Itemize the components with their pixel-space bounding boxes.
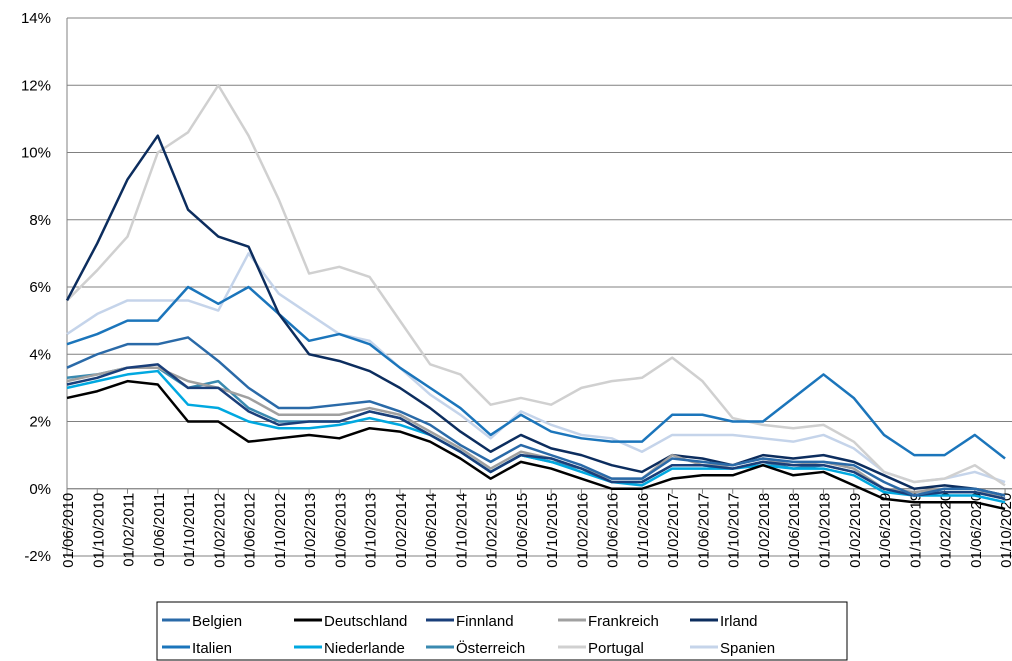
legend-label: Österreich bbox=[456, 639, 525, 657]
x-tick-label: 01/10/2011 bbox=[181, 493, 198, 567]
legend-label: Niederlande bbox=[324, 640, 405, 657]
x-tick-label: 01/10/2013 bbox=[363, 493, 380, 568]
x-tick-label: 01/02/2015 bbox=[484, 493, 501, 568]
x-tick-label: 01/10/2012 bbox=[272, 493, 289, 568]
x-tick-label: 01/02/2020 bbox=[938, 493, 955, 568]
x-tick-label: 01/10/2017 bbox=[726, 493, 743, 568]
legend-label: Portugal bbox=[588, 640, 644, 657]
y-tick-label: 0% bbox=[29, 481, 51, 498]
series-line bbox=[65, 134, 1006, 497]
series-line bbox=[66, 285, 1006, 460]
y-tick-label: -2% bbox=[24, 548, 51, 565]
series-line bbox=[66, 84, 1006, 487]
x-tick-label: 01/06/2019 bbox=[877, 493, 894, 568]
x-tick-label: 01/10/2016 bbox=[635, 493, 652, 568]
x-tick-label: 01/10/2019 bbox=[907, 493, 924, 568]
x-tick-label: 01/02/2011 bbox=[121, 493, 138, 567]
x-tick-label: 01/02/2013 bbox=[302, 493, 319, 568]
x-tick-label: 01/06/2011 bbox=[151, 493, 168, 567]
y-tick-label: 6% bbox=[29, 279, 51, 296]
legend-label: Frankreich bbox=[588, 613, 659, 630]
legend-label: Deutschland bbox=[324, 613, 407, 630]
legend-label: Finnland bbox=[456, 613, 514, 630]
x-tick-label: 01/06/2016 bbox=[605, 493, 622, 568]
y-tick-label: 2% bbox=[29, 414, 51, 431]
series-line bbox=[66, 369, 1006, 504]
x-tick-label: 01/06/2017 bbox=[695, 493, 712, 568]
x-tick-label: 01/10/2014 bbox=[453, 493, 470, 568]
x-tick-label: 01/02/2014 bbox=[393, 493, 410, 568]
legend-box bbox=[156, 601, 848, 661]
legend-label: Belgien bbox=[192, 613, 242, 630]
y-tick-label: 12% bbox=[21, 77, 51, 94]
series-line bbox=[66, 336, 1006, 497]
x-tick-label: 01/10/2018 bbox=[817, 493, 834, 568]
y-tick-label: 8% bbox=[29, 212, 51, 229]
x-tick-label: 01/06/2014 bbox=[423, 493, 440, 568]
series-line bbox=[66, 252, 1006, 484]
series-line bbox=[66, 379, 1006, 511]
y-tick-label: 4% bbox=[29, 346, 51, 363]
x-tick-label: 01/10/2015 bbox=[544, 493, 561, 568]
x-tick-label: 01/02/2017 bbox=[665, 493, 682, 568]
x-tick-label: 01/06/2012 bbox=[242, 493, 259, 568]
x-tick-label: 01/06/2020 bbox=[968, 493, 985, 568]
x-tick-label: 01/06/2013 bbox=[332, 493, 349, 568]
series-line bbox=[66, 363, 1006, 501]
legend-label: Irland bbox=[720, 613, 758, 630]
x-tick-label: 01/06/2015 bbox=[514, 493, 531, 568]
y-tick-label: 14% bbox=[21, 10, 51, 27]
x-tick-label: 01/06/2018 bbox=[786, 493, 803, 568]
x-tick-label: 01/10/2020 bbox=[998, 493, 1012, 568]
x-tick-label: 01/02/2012 bbox=[211, 493, 228, 568]
x-tick-label: 01/06/2010 bbox=[60, 493, 77, 568]
x-tick-label: 01/02/2018 bbox=[756, 493, 773, 568]
legend-label: Italien bbox=[192, 640, 232, 657]
x-tick-label: 01/02/2019 bbox=[847, 493, 864, 568]
x-tick-label: 01/10/2010 bbox=[90, 493, 107, 568]
legend-label: Spanien bbox=[720, 640, 775, 657]
y-tick-label: 10% bbox=[21, 145, 51, 162]
x-tick-label: 01/02/2016 bbox=[574, 493, 591, 568]
series-line bbox=[66, 366, 1006, 501]
